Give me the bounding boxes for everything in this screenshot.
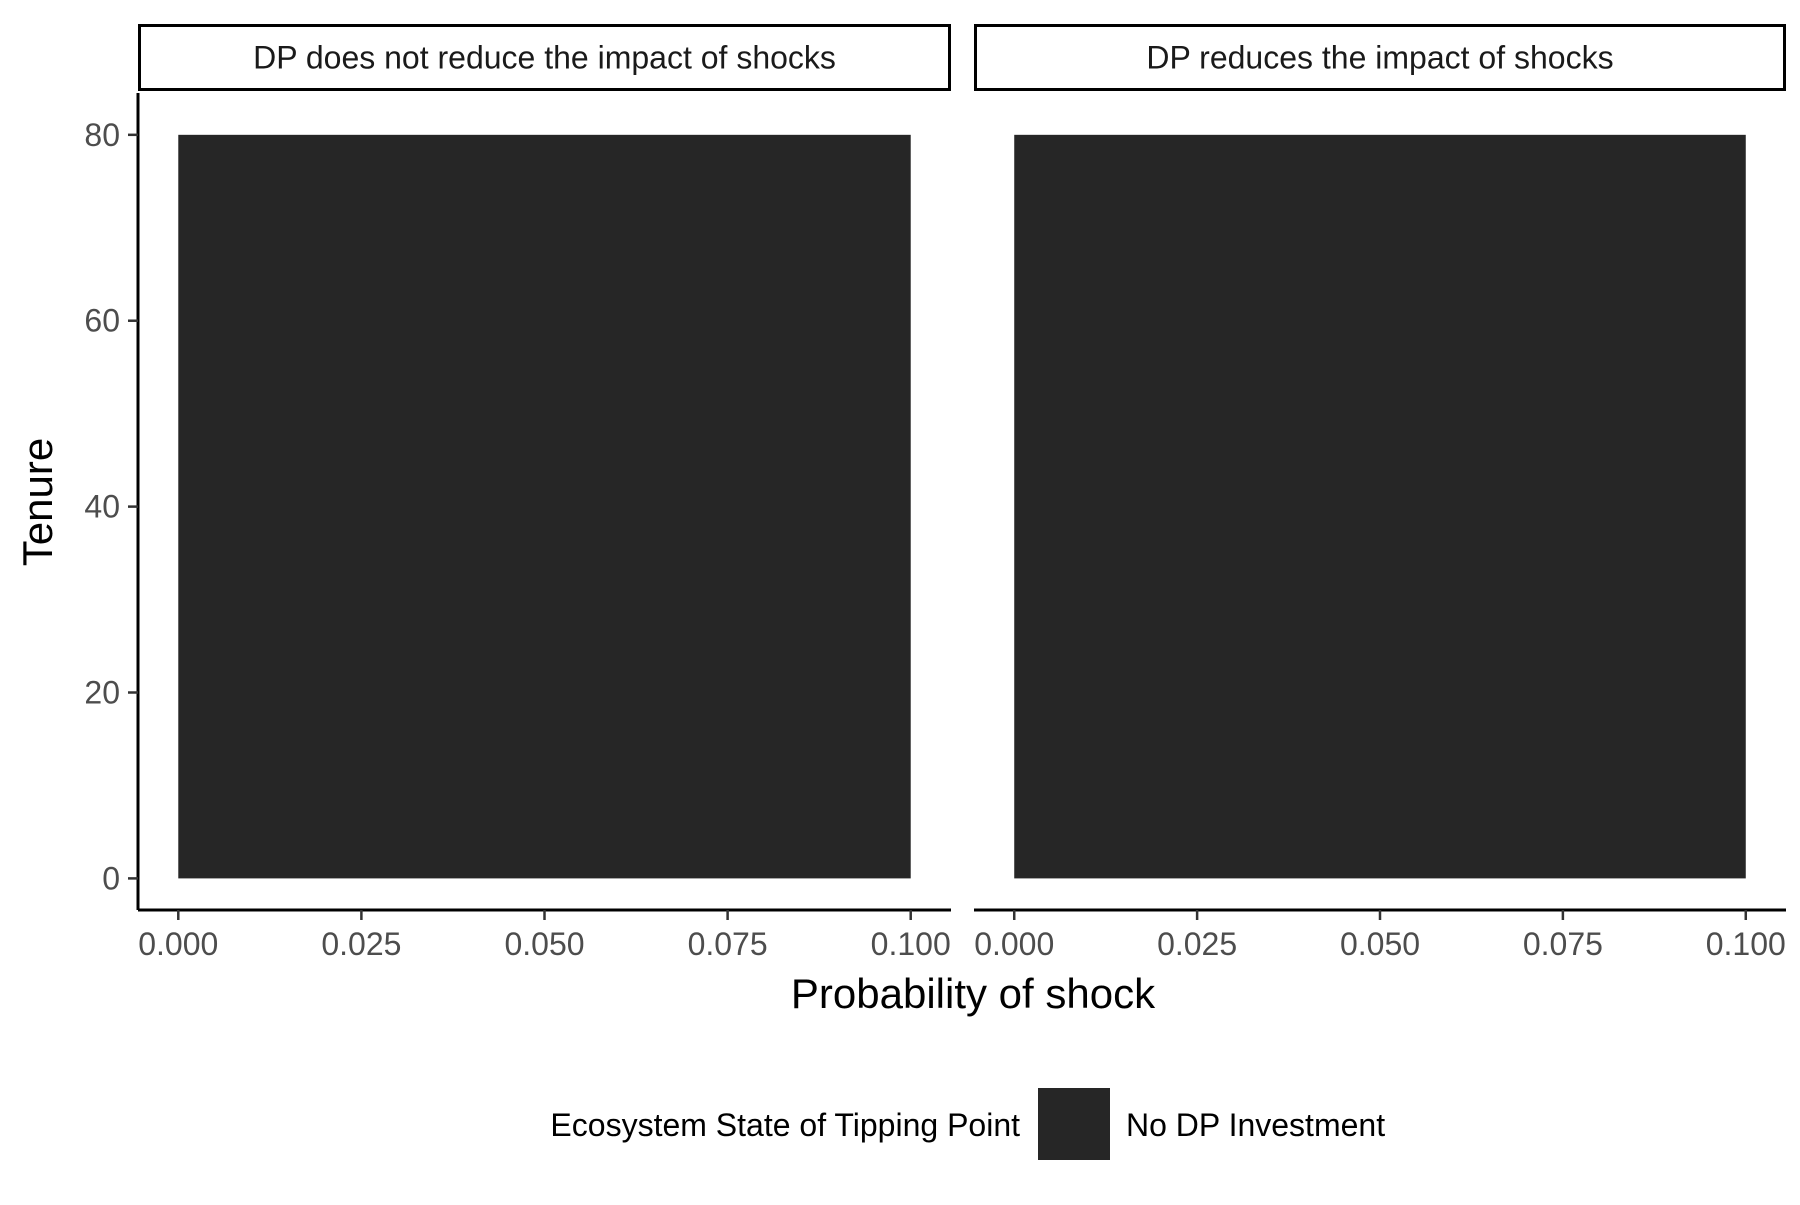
x-axis-title: Probability of shock — [791, 970, 1156, 1017]
facet-strip — [138, 24, 951, 91]
x-tick-label: 0.025 — [1157, 926, 1237, 962]
x-tick-label: 0.000 — [974, 926, 1054, 962]
x-tick-label: 0.075 — [1523, 926, 1603, 962]
x-tick-label: 0.000 — [138, 926, 218, 962]
legend-entries: No DP Investment — [1038, 1088, 1385, 1160]
y-tick-label: 40 — [84, 489, 120, 525]
y-tick-label: 80 — [84, 117, 120, 153]
legend: Ecosystem State of Tipping Point No DP I… — [550, 1088, 1385, 1160]
x-tick-label: 0.050 — [504, 926, 584, 962]
x-tick-label: 0.050 — [1340, 926, 1420, 962]
facets-layer: DP does not reduce the impact of shocks 0… — [84, 24, 1786, 962]
legend-label: No DP Investment — [1126, 1107, 1385, 1143]
facet-strip — [974, 24, 1786, 91]
facet-panel-1: DP does not reduce the impact of shocks 0… — [84, 24, 951, 962]
y-tick-label: 0 — [102, 860, 120, 896]
facet-strip-label: DP does not reduce the impact of shocks — [253, 40, 836, 76]
legend-title: Ecosystem State of Tipping Point — [550, 1107, 1020, 1143]
x-tick-label: 0.100 — [871, 926, 951, 962]
legend-key — [1038, 1088, 1110, 1160]
facet-panel-2: DP reduces the impact of shocks 0.000 0.02… — [974, 24, 1786, 962]
facet-strip-label: DP reduces the impact of shocks — [1146, 40, 1613, 76]
x-tick-label: 0.075 — [688, 926, 768, 962]
y-tick-label: 20 — [84, 675, 120, 711]
heatmap-tile — [1014, 134, 1746, 879]
x-tick-label: 0.100 — [1706, 926, 1786, 962]
x-tick-label: 0.025 — [321, 926, 401, 962]
y-tick-label: 60 — [84, 303, 120, 339]
heatmap-tile — [178, 134, 911, 879]
y-axis-title: Tenure — [14, 438, 61, 566]
